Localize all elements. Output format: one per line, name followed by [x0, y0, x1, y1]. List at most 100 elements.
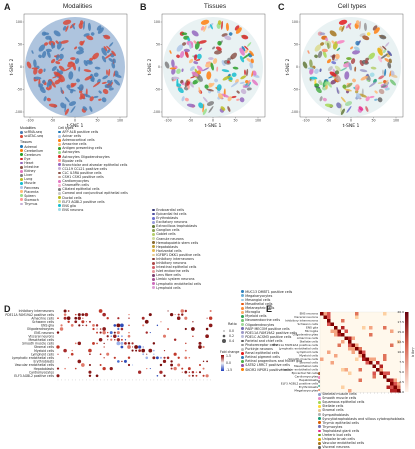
heatmap-cell — [334, 329, 338, 333]
legend-label: Skeletal muscle cells — [322, 392, 357, 397]
tsne-cluster — [329, 71, 337, 77]
tsne-cluster — [221, 69, 230, 73]
tsne-cluster — [183, 48, 190, 53]
tsne-cluster — [385, 79, 389, 86]
legend-swatch — [58, 155, 61, 158]
tsne-cluster — [55, 40, 59, 44]
tsne-cluster — [193, 61, 199, 65]
tsne-cluster — [214, 49, 222, 55]
tsne-cluster — [384, 68, 387, 77]
dotplot-dot — [163, 374, 166, 377]
tsne-cluster — [382, 48, 387, 54]
tsne-cluster — [88, 60, 92, 64]
modality-legend-item: scATAC-seq — [20, 134, 43, 138]
tsne-cluster — [246, 58, 253, 63]
tsne-cluster — [97, 27, 104, 34]
dotplot-dot — [177, 356, 180, 359]
legend-label: Mesothelial cells — [245, 302, 273, 307]
dotplot-dot — [88, 363, 91, 367]
tissue-legend-item: Kidney — [20, 169, 43, 173]
dotplot-dot — [95, 324, 99, 327]
dotplot-dot — [141, 348, 146, 353]
legend-label: Ganglion cells — [156, 228, 180, 233]
tsne-cluster — [379, 46, 384, 52]
dotplot-dot — [77, 316, 81, 320]
tsne-cluster — [374, 90, 378, 94]
tsne-cluster — [90, 79, 94, 82]
tsne-cluster — [50, 42, 54, 50]
tsne-cluster — [188, 58, 194, 64]
heatmap-cell — [337, 343, 341, 347]
tsne-cluster — [177, 87, 184, 94]
celltype-legend-item: Bronchiolar and alveolar epithelial cell… — [58, 163, 415, 167]
legend-swatch — [241, 364, 244, 367]
heatmap-row-label: Inhibitory interneurons — [285, 318, 319, 322]
legend-swatch — [241, 347, 244, 351]
tsne-cluster — [322, 97, 327, 102]
dotplot-dot — [141, 316, 145, 320]
dotplot-dot — [152, 356, 156, 360]
tsne-cluster — [172, 79, 177, 82]
dotplot-dot — [74, 316, 78, 320]
tsne-cluster — [362, 35, 370, 41]
tsne-cluster — [236, 90, 240, 94]
dotplot-dot — [177, 363, 181, 367]
dotplot-dot — [63, 348, 67, 353]
dotplot-dot — [177, 313, 180, 316]
dotplot-dot — [116, 341, 121, 346]
heatmap-cell — [334, 326, 338, 330]
tsne-cluster — [89, 57, 94, 61]
dotplot-row-label: Schwann cells — [32, 320, 54, 324]
celltype-legend-item: Smooth muscle cells — [318, 396, 415, 400]
color-legend-tick: 1.5 — [226, 354, 231, 358]
heatmap-cell — [390, 343, 394, 347]
tsne-cluster — [64, 103, 67, 113]
tsne-cluster — [307, 50, 310, 54]
tsne-cluster — [247, 79, 251, 86]
celltype-legend-item: Megakaryocytes — [241, 294, 415, 298]
dotplot-dot — [205, 374, 209, 378]
heatmap-row-label: Microglia — [305, 329, 318, 333]
legend-label: Myeloid cells — [245, 314, 267, 319]
legend-label: Photoreceptor cells — [245, 342, 278, 347]
tsne-cluster — [249, 62, 254, 69]
heatmap-cell — [351, 350, 355, 354]
dotplot-dot — [117, 327, 120, 331]
tsne-cluster — [379, 34, 387, 40]
tsne-cluster — [183, 87, 189, 91]
dotplot-dot — [198, 341, 202, 345]
dotplot-dot — [77, 341, 82, 346]
dotplot-dot — [64, 367, 66, 370]
panel-letter-a: A — [4, 2, 11, 12]
tsne-cluster — [58, 65, 65, 72]
heatmap-row-label: ENS neurons — [300, 311, 319, 315]
heatmap-cell — [355, 312, 359, 316]
tsne-cluster — [43, 68, 46, 72]
tsne-cluster — [33, 68, 38, 75]
legend-label: Corneal and conjunctival epithelial cell… — [62, 191, 128, 196]
dotplot-dot — [106, 335, 109, 338]
tsne-cluster — [230, 81, 239, 88]
tsne-cluster — [355, 40, 360, 46]
size-legend-dot — [222, 339, 226, 343]
heatmap-cell — [351, 347, 355, 351]
celltype-legend-item: Acinar cells — [58, 134, 415, 138]
tsne-cluster — [382, 69, 384, 76]
tsne-cluster — [334, 53, 340, 60]
dotplot-dot — [209, 309, 212, 313]
dotplot-dot — [113, 324, 117, 327]
tsne-cluster — [48, 103, 58, 108]
tsne-cluster — [310, 79, 315, 82]
tsne-cluster — [217, 40, 222, 46]
heatmap-cell — [327, 315, 331, 319]
modalities-legend: Modalities scRNA-seq scATAC-seq Tissues A… — [20, 126, 43, 206]
legend-swatch — [318, 433, 321, 437]
heatmap-row-label: Hepatoblasts — [299, 378, 319, 382]
legend-label: Purkinje neurons — [245, 347, 273, 352]
y-tick-label: -50 — [17, 88, 22, 92]
tsne-cluster — [64, 108, 70, 115]
tsne-cluster — [38, 54, 42, 58]
y-tick-label: 50 — [156, 43, 160, 47]
